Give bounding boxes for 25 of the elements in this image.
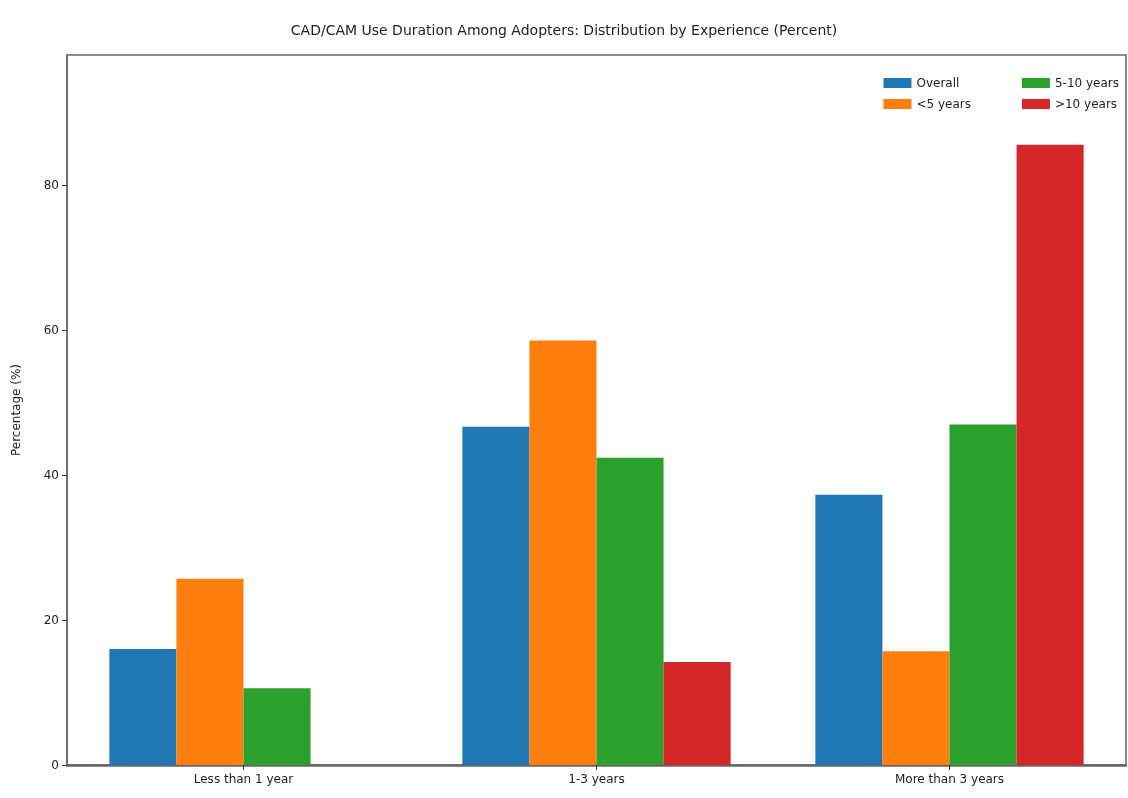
bar — [243, 688, 311, 765]
bar — [882, 651, 950, 765]
legend-label: 5-10 years — [1054, 76, 1120, 90]
y-tick-label: 60 — [43, 323, 59, 338]
y-tick-label: 80 — [43, 178, 59, 193]
bar — [1016, 144, 1084, 765]
legend-label: Overall — [916, 76, 960, 90]
bar — [462, 426, 530, 765]
y-tick-label: 0 — [51, 758, 59, 772]
legend-label: <5 years — [916, 97, 971, 111]
y-tick-label: 40 — [43, 468, 59, 483]
bar — [529, 340, 597, 765]
bar — [109, 649, 177, 765]
x-tick-label: Less than 1 year — [193, 772, 294, 786]
bar — [663, 662, 731, 765]
bar — [596, 457, 664, 765]
x-tick-label: 1-3 years — [568, 772, 625, 786]
y-tick-label: 20 — [43, 613, 59, 628]
y-axis-title: Percentage (%) — [9, 363, 23, 457]
legend-label: >10 years — [1054, 97, 1118, 111]
bar — [949, 424, 1017, 765]
x-tick-label: More than 3 years — [894, 772, 1005, 786]
bar — [815, 494, 883, 765]
bar — [176, 578, 244, 765]
chart-title: CAD/CAM Use Duration Among Adopters: Distribution by Experience (Percent) — [290, 22, 838, 38]
